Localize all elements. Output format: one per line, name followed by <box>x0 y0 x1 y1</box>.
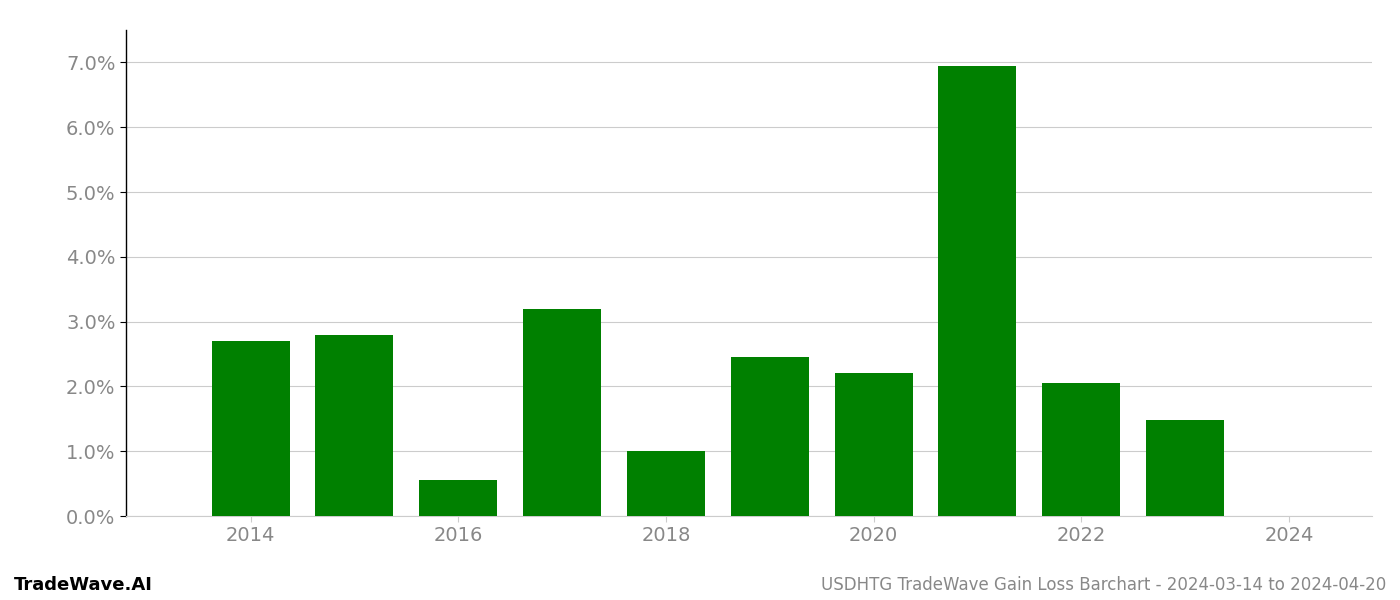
Bar <box>627 451 704 516</box>
Text: TradeWave.AI: TradeWave.AI <box>14 576 153 594</box>
Bar <box>731 357 809 516</box>
Bar <box>1147 420 1224 516</box>
Bar <box>938 65 1016 516</box>
Bar <box>834 373 913 516</box>
Text: USDHTG TradeWave Gain Loss Barchart - 2024-03-14 to 2024-04-20: USDHTG TradeWave Gain Loss Barchart - 20… <box>820 576 1386 594</box>
Bar <box>420 481 497 516</box>
Bar <box>211 341 290 516</box>
Bar <box>524 308 601 516</box>
Bar <box>315 335 393 516</box>
Bar <box>1043 383 1120 516</box>
